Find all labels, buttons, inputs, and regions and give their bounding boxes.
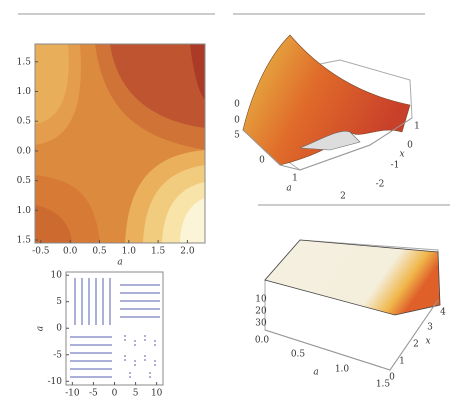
z-tick-label: 5 (234, 131, 240, 141)
y-axis-label: x (425, 337, 430, 347)
y-tick-label: 1.5 (17, 57, 32, 67)
x-axis-label: a (313, 368, 318, 378)
y-tick-label: 1.0 (17, 87, 32, 97)
y-tick-label: 0 (56, 324, 62, 334)
x-tick-label: -0.5 (32, 247, 50, 257)
z-tick-label: 0 (234, 116, 240, 126)
z-tick-label: 20 (255, 307, 267, 317)
x-tick-label: -10 (65, 389, 80, 399)
z-tick-label: 30 (255, 319, 267, 329)
contour-plot (34, 43, 206, 244)
x-tick-label: 2.0 (180, 247, 195, 257)
x-tick-label: 10 (151, 389, 163, 399)
x-axis-label: a (117, 258, 122, 268)
x-tick-label: 2 (340, 192, 346, 202)
y-tick-label: 1 (414, 122, 420, 132)
y-tick-label: -1 (391, 161, 400, 171)
x-tick-label: 5 (133, 389, 139, 399)
x-tick-label: -5 (89, 389, 98, 399)
surface-plot-2 (264, 239, 441, 371)
x-tick-label: 1.0 (122, 247, 137, 257)
y-axis-label: x (399, 150, 404, 160)
x-tick-label: 1 (292, 174, 298, 184)
y-tick-label: 0 (407, 141, 413, 151)
y-tick-label: 0 (389, 373, 395, 383)
y-tick-label: -2 (376, 180, 385, 190)
stream-plot (65, 271, 164, 386)
y-tick-label: 0.5 (17, 176, 32, 186)
x-tick-label: 0.5 (291, 350, 306, 360)
y-tick-label: 0.0 (17, 146, 32, 156)
y-tick-label: -5 (53, 350, 62, 360)
y-tick-label: 0.5 (17, 117, 32, 127)
y-tick-label: 10 (51, 271, 63, 281)
y-tick-label: 5 (56, 297, 62, 307)
x-tick-label: 0.0 (255, 336, 270, 346)
z-tick-label: 0 (234, 100, 240, 110)
y-tick-label: 4 (440, 308, 446, 318)
y-tick-label: -10 (48, 377, 63, 387)
x-tick-label: 1.5 (376, 380, 391, 390)
y-tick-label: 1 (399, 357, 405, 367)
y-tick-label: 1.5 (17, 236, 32, 246)
x-tick-label: 0 (259, 156, 265, 166)
x-tick-label: 0 (112, 389, 118, 399)
x-tick-label: 0.0 (63, 247, 78, 257)
surface-plot-1 (242, 34, 413, 171)
y-tick-label: 2 (413, 340, 419, 350)
x-tick-label: 1.5 (151, 247, 166, 257)
x-tick-label: 0.5 (92, 247, 107, 257)
z-tick-label: 10 (255, 295, 267, 305)
y-tick-label: 3 (427, 323, 433, 333)
x-tick-label: 1.0 (335, 365, 350, 375)
y-axis-label: a (36, 326, 46, 331)
y-tick-label: 1.0 (17, 206, 32, 216)
x-axis-label: a (286, 184, 291, 194)
decoration (18, 13, 450, 206)
